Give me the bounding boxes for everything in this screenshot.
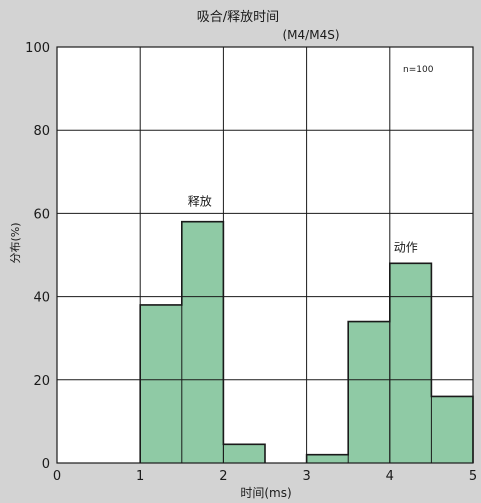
bar-operate-1 [348, 321, 390, 463]
y-tick-labels: 0 20 40 60 80 100 [25, 41, 50, 472]
x-axis-label: 时间(ms) [240, 486, 291, 500]
y-tick-label-2: 40 [33, 291, 50, 306]
x-tick-label-5: 5 [469, 469, 477, 484]
bar-operate-2 [389, 263, 432, 463]
bars-group [139, 220, 474, 463]
y-axis-label: 分布(%) [9, 222, 22, 263]
x-tick-label-2: 2 [219, 469, 227, 484]
x-tick-labels: 0 1 2 3 4 5 [53, 469, 477, 484]
bar-release-0 [140, 304, 182, 463]
x-tick-label-1: 1 [136, 469, 144, 484]
bar-operate-0 [306, 454, 349, 463]
chart-subtitle: (M4/M4S) [283, 28, 340, 42]
x-tick-label-3: 3 [302, 469, 310, 484]
y-tick-label-4: 80 [33, 124, 50, 139]
grid-group [57, 47, 473, 463]
x-tick-label-0: 0 [53, 469, 61, 484]
series-label-0: 释放 [188, 194, 212, 209]
bar-release-2 [223, 444, 265, 463]
x-tick-label-4: 4 [386, 469, 394, 484]
chart-title: 吸合/释放时间 [197, 10, 279, 25]
y-tick-label-1: 20 [33, 374, 50, 389]
series-label-1: 动作 [394, 240, 418, 254]
series-outline-0 [139, 220, 266, 463]
bar-operate-3 [431, 396, 473, 463]
plot-frame [56, 46, 474, 464]
bar-release-1 [181, 221, 224, 463]
y-tick-label-5: 100 [25, 41, 50, 56]
y-tick-label-0: 0 [42, 457, 50, 472]
sample-size-note: n=100 [403, 65, 434, 75]
y-tick-label-3: 60 [33, 207, 50, 222]
